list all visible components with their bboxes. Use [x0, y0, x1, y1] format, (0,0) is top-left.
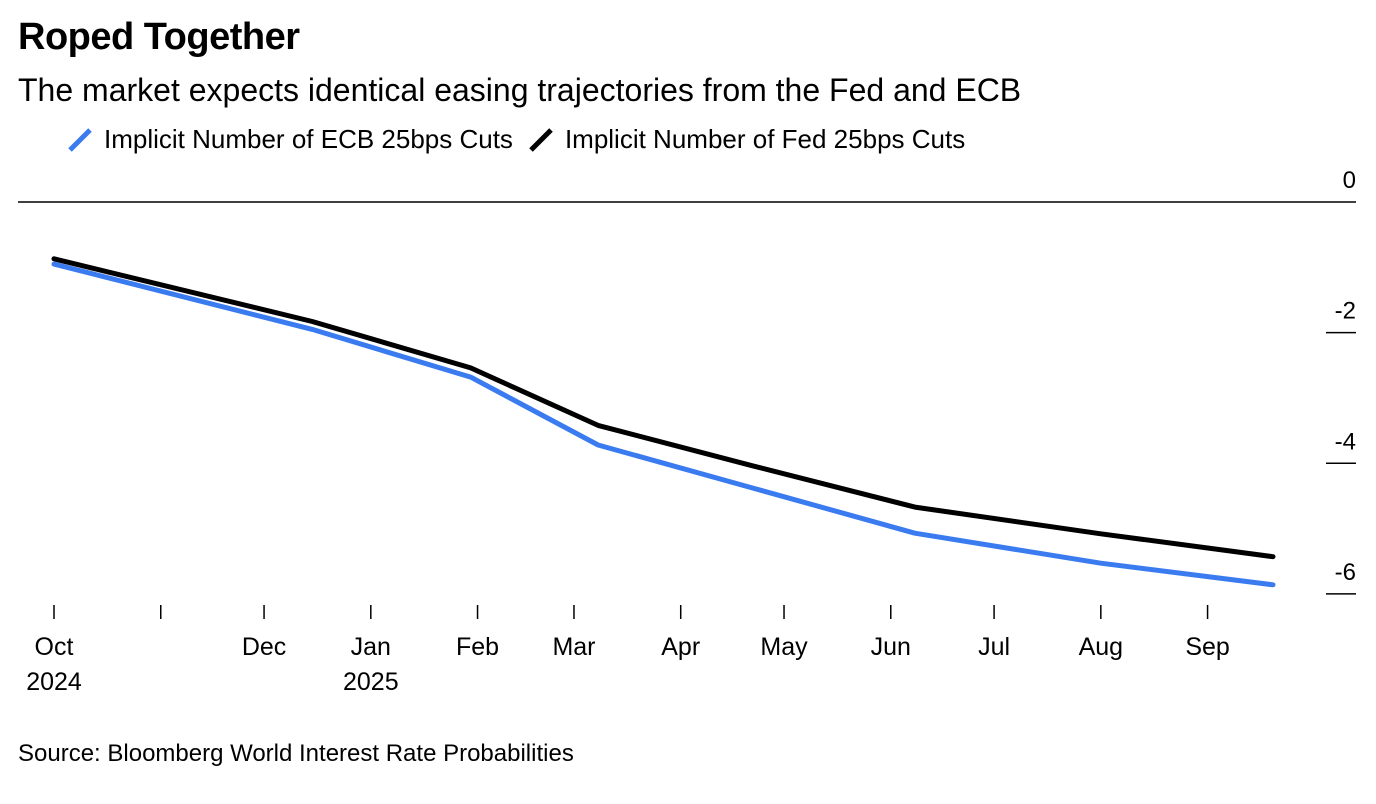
legend-item-fed: Implicit Number of Fed 25bps Cuts [527, 124, 965, 155]
legend-swatch-ecb [68, 127, 92, 152]
series-line-ecb [51, 261, 1276, 588]
legend: Implicit Number of ECB 25bps Cuts Implic… [66, 124, 979, 155]
x-tick-label: Mar [552, 633, 595, 661]
legend-item-ecb: Implicit Number of ECB 25bps Cuts [66, 124, 513, 155]
source-note: Source: Bloomberg World Interest Rate Pr… [18, 740, 574, 767]
legend-label-fed: Implicit Number of Fed 25bps Cuts [564, 124, 966, 154]
y-tick-label: -6 [1335, 559, 1356, 586]
x-tick-sublabel: 2025 [343, 668, 399, 696]
x-tick-label: Oct [35, 633, 74, 661]
x-tick-label: May [760, 633, 808, 661]
x-tick-sublabel: 2024 [26, 668, 82, 696]
x-tick-label: Dec [242, 633, 286, 661]
x-tick-label: Jul [978, 633, 1010, 661]
x-tick-label: Apr [661, 633, 700, 661]
x-tick-label: Jun [871, 633, 911, 661]
x-tick-label: Aug [1079, 633, 1123, 661]
y-tick-label: 0 [1343, 167, 1356, 194]
y-tick-label: -2 [1335, 298, 1356, 325]
x-tick-label: Sep [1185, 633, 1229, 661]
legend-swatch-fed [529, 127, 553, 152]
chart-subtitle: The market expects identical easing traj… [18, 72, 1022, 108]
series-line-fed [51, 256, 1276, 560]
chart-title: Roped Together [18, 16, 300, 58]
x-tick-label: Feb [456, 633, 499, 661]
legend-label-ecb: Implicit Number of ECB 25bps Cuts [104, 124, 513, 154]
y-tick-label: -4 [1335, 428, 1356, 455]
x-tick-label: Jan [351, 633, 391, 661]
